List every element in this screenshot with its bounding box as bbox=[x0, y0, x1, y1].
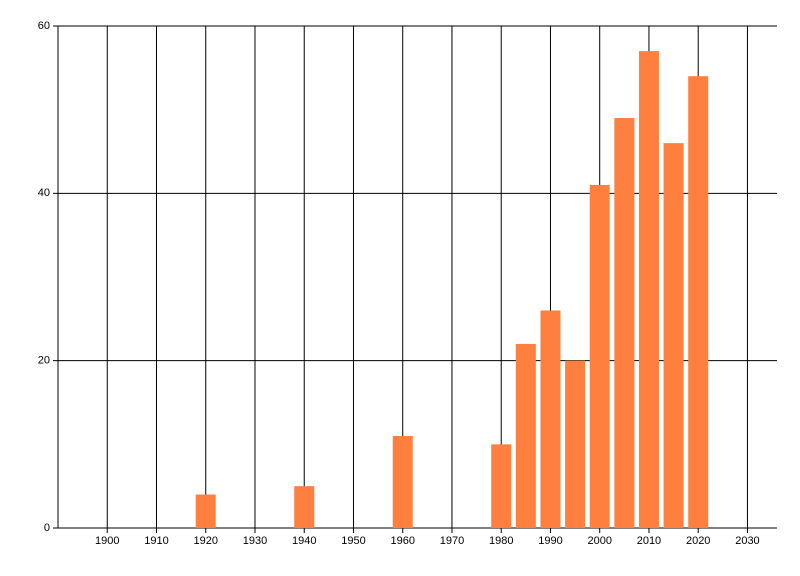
bar bbox=[195, 494, 216, 528]
x-tick-label: 2020 bbox=[686, 535, 710, 547]
bar bbox=[392, 435, 413, 528]
bar bbox=[638, 51, 659, 528]
x-tick-label: 1920 bbox=[193, 535, 217, 547]
bar bbox=[294, 486, 315, 528]
y-tick-label: 60 bbox=[38, 20, 50, 32]
y-tick-label: 0 bbox=[44, 522, 50, 534]
x-tick-label: 1970 bbox=[440, 535, 464, 547]
bar bbox=[663, 143, 684, 528]
x-tick-label: 1950 bbox=[341, 535, 365, 547]
bar bbox=[565, 360, 586, 528]
x-tick-label: 1980 bbox=[489, 535, 513, 547]
bar bbox=[589, 184, 610, 528]
y-tick-label: 20 bbox=[38, 355, 50, 367]
bar bbox=[515, 343, 536, 528]
x-tick-label: 1940 bbox=[292, 535, 316, 547]
x-tick-label: 2000 bbox=[587, 535, 611, 547]
bar bbox=[540, 310, 561, 528]
x-tick-label: 1910 bbox=[144, 535, 168, 547]
x-tick-label: 1960 bbox=[390, 535, 414, 547]
x-tick-label: 2030 bbox=[735, 535, 759, 547]
x-tick-label: 1930 bbox=[243, 535, 267, 547]
bar bbox=[491, 444, 512, 528]
x-tick-label: 1900 bbox=[95, 535, 119, 547]
x-tick-label: 2010 bbox=[637, 535, 661, 547]
y-tick-label: 40 bbox=[38, 187, 50, 199]
bar bbox=[614, 118, 635, 529]
x-tick-label: 1990 bbox=[538, 535, 562, 547]
bar bbox=[688, 76, 709, 528]
